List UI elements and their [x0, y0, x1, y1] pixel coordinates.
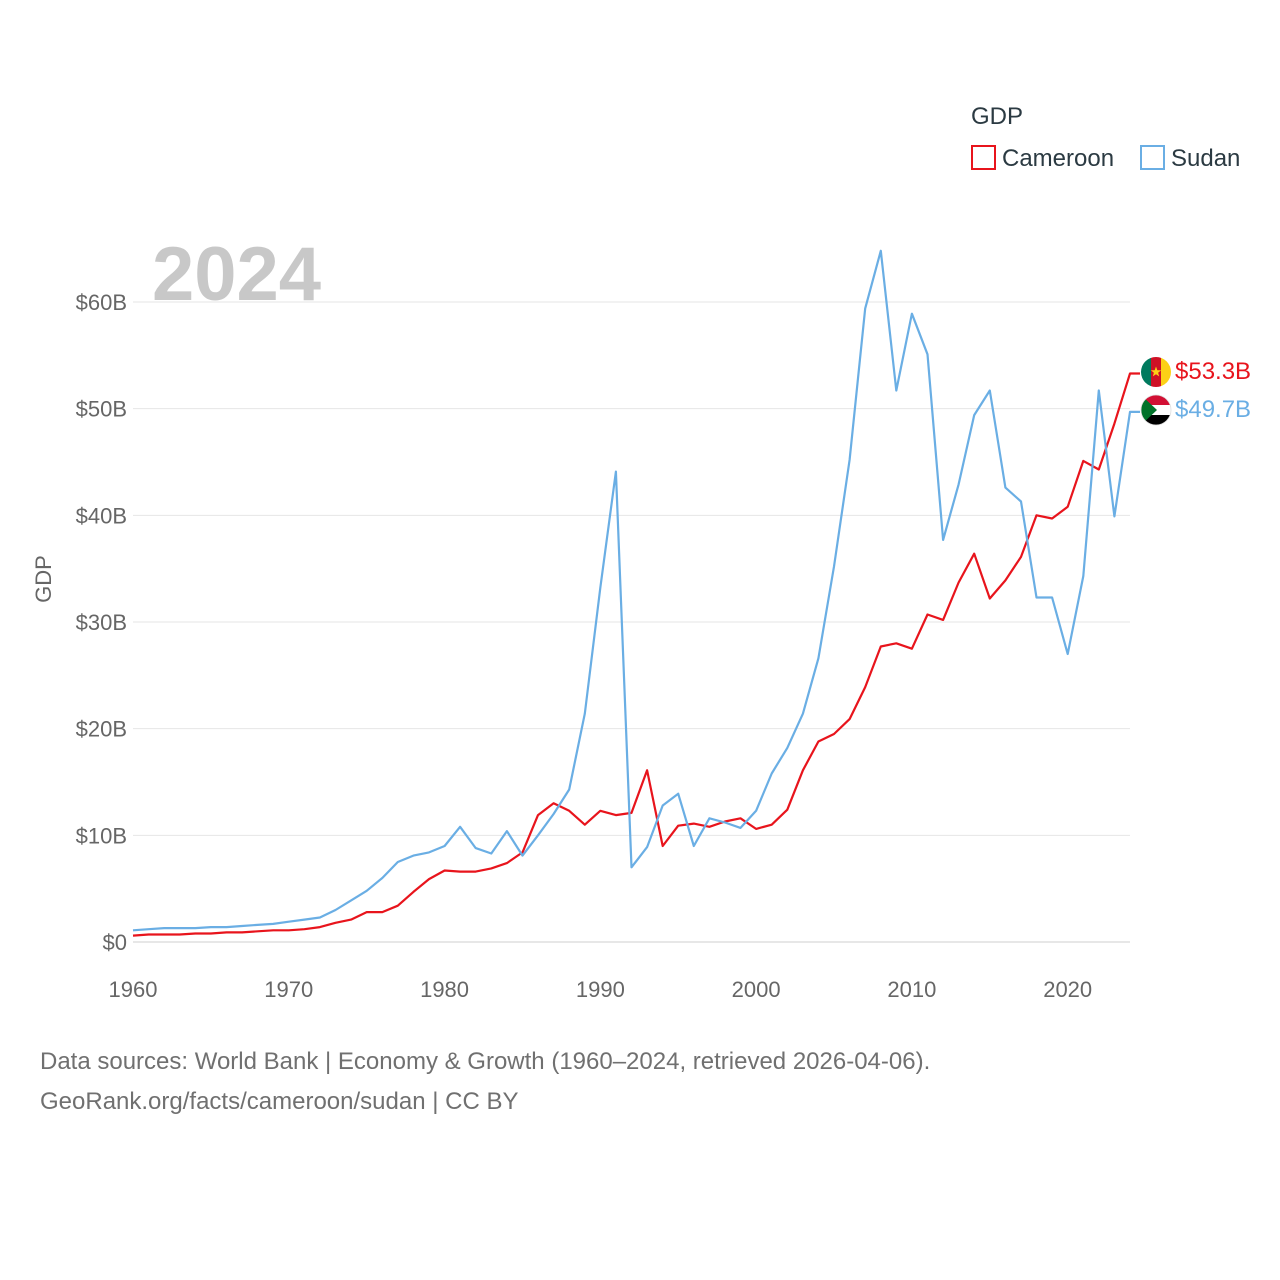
- cameroon-flag-icon: [1141, 357, 1171, 387]
- x-tick-label: 2010: [887, 977, 936, 1002]
- y-tick-label: $60B: [76, 290, 127, 315]
- source-line: Data sources: World Bank | Economy & Gro…: [40, 1048, 931, 1075]
- gridlines: [133, 301, 1130, 943]
- y-axis-title: GDP: [31, 555, 56, 603]
- current-year-label: 2024: [152, 232, 321, 317]
- x-axis-ticks: 1960 1970 1980 1990 2000 2010 2020: [109, 977, 1093, 1002]
- y-tick-label: $20B: [76, 717, 127, 742]
- x-tick-label: 1990: [576, 977, 625, 1002]
- x-tick-label: 2020: [1043, 977, 1092, 1002]
- series-line-sudan: [132, 249, 1140, 932]
- legend: GDP Cameroon Sudan: [971, 103, 1240, 172]
- x-tick-label: 1980: [420, 977, 469, 1002]
- sudan-end-value: $49.7B: [1175, 396, 1251, 423]
- x-tick-label: 2000: [732, 977, 781, 1002]
- credit-line: GeoRank.org/facts/cameroon/sudan | CC BY: [40, 1088, 519, 1115]
- y-tick-label: $40B: [76, 503, 127, 528]
- series-layer: [132, 249, 1140, 937]
- legend-title: GDP: [971, 103, 1023, 130]
- cameroon-end-value: $53.3B: [1175, 358, 1251, 385]
- series-line-cameroon: [132, 372, 1140, 937]
- legend-label-cameroon[interactable]: Cameroon: [1002, 145, 1114, 172]
- y-axis-ticks: $0 $10B $20B $30B $40B $50B $60B: [76, 290, 127, 955]
- legend-label-sudan[interactable]: Sudan: [1171, 145, 1240, 172]
- legend-swatch-sudan[interactable]: [1140, 145, 1165, 170]
- y-tick-label: $10B: [76, 823, 127, 848]
- y-tick-label: $30B: [76, 610, 127, 635]
- source-footer: Data sources: World Bank | Economy & Gro…: [40, 1042, 1240, 1122]
- y-tick-label: $50B: [76, 397, 127, 422]
- y-tick-label: $0: [103, 930, 127, 955]
- x-tick-label: 1960: [109, 977, 158, 1002]
- sudan-flag-icon: [1140, 394, 1172, 426]
- legend-swatch-cameroon[interactable]: [971, 145, 996, 170]
- x-tick-label: 1970: [264, 977, 313, 1002]
